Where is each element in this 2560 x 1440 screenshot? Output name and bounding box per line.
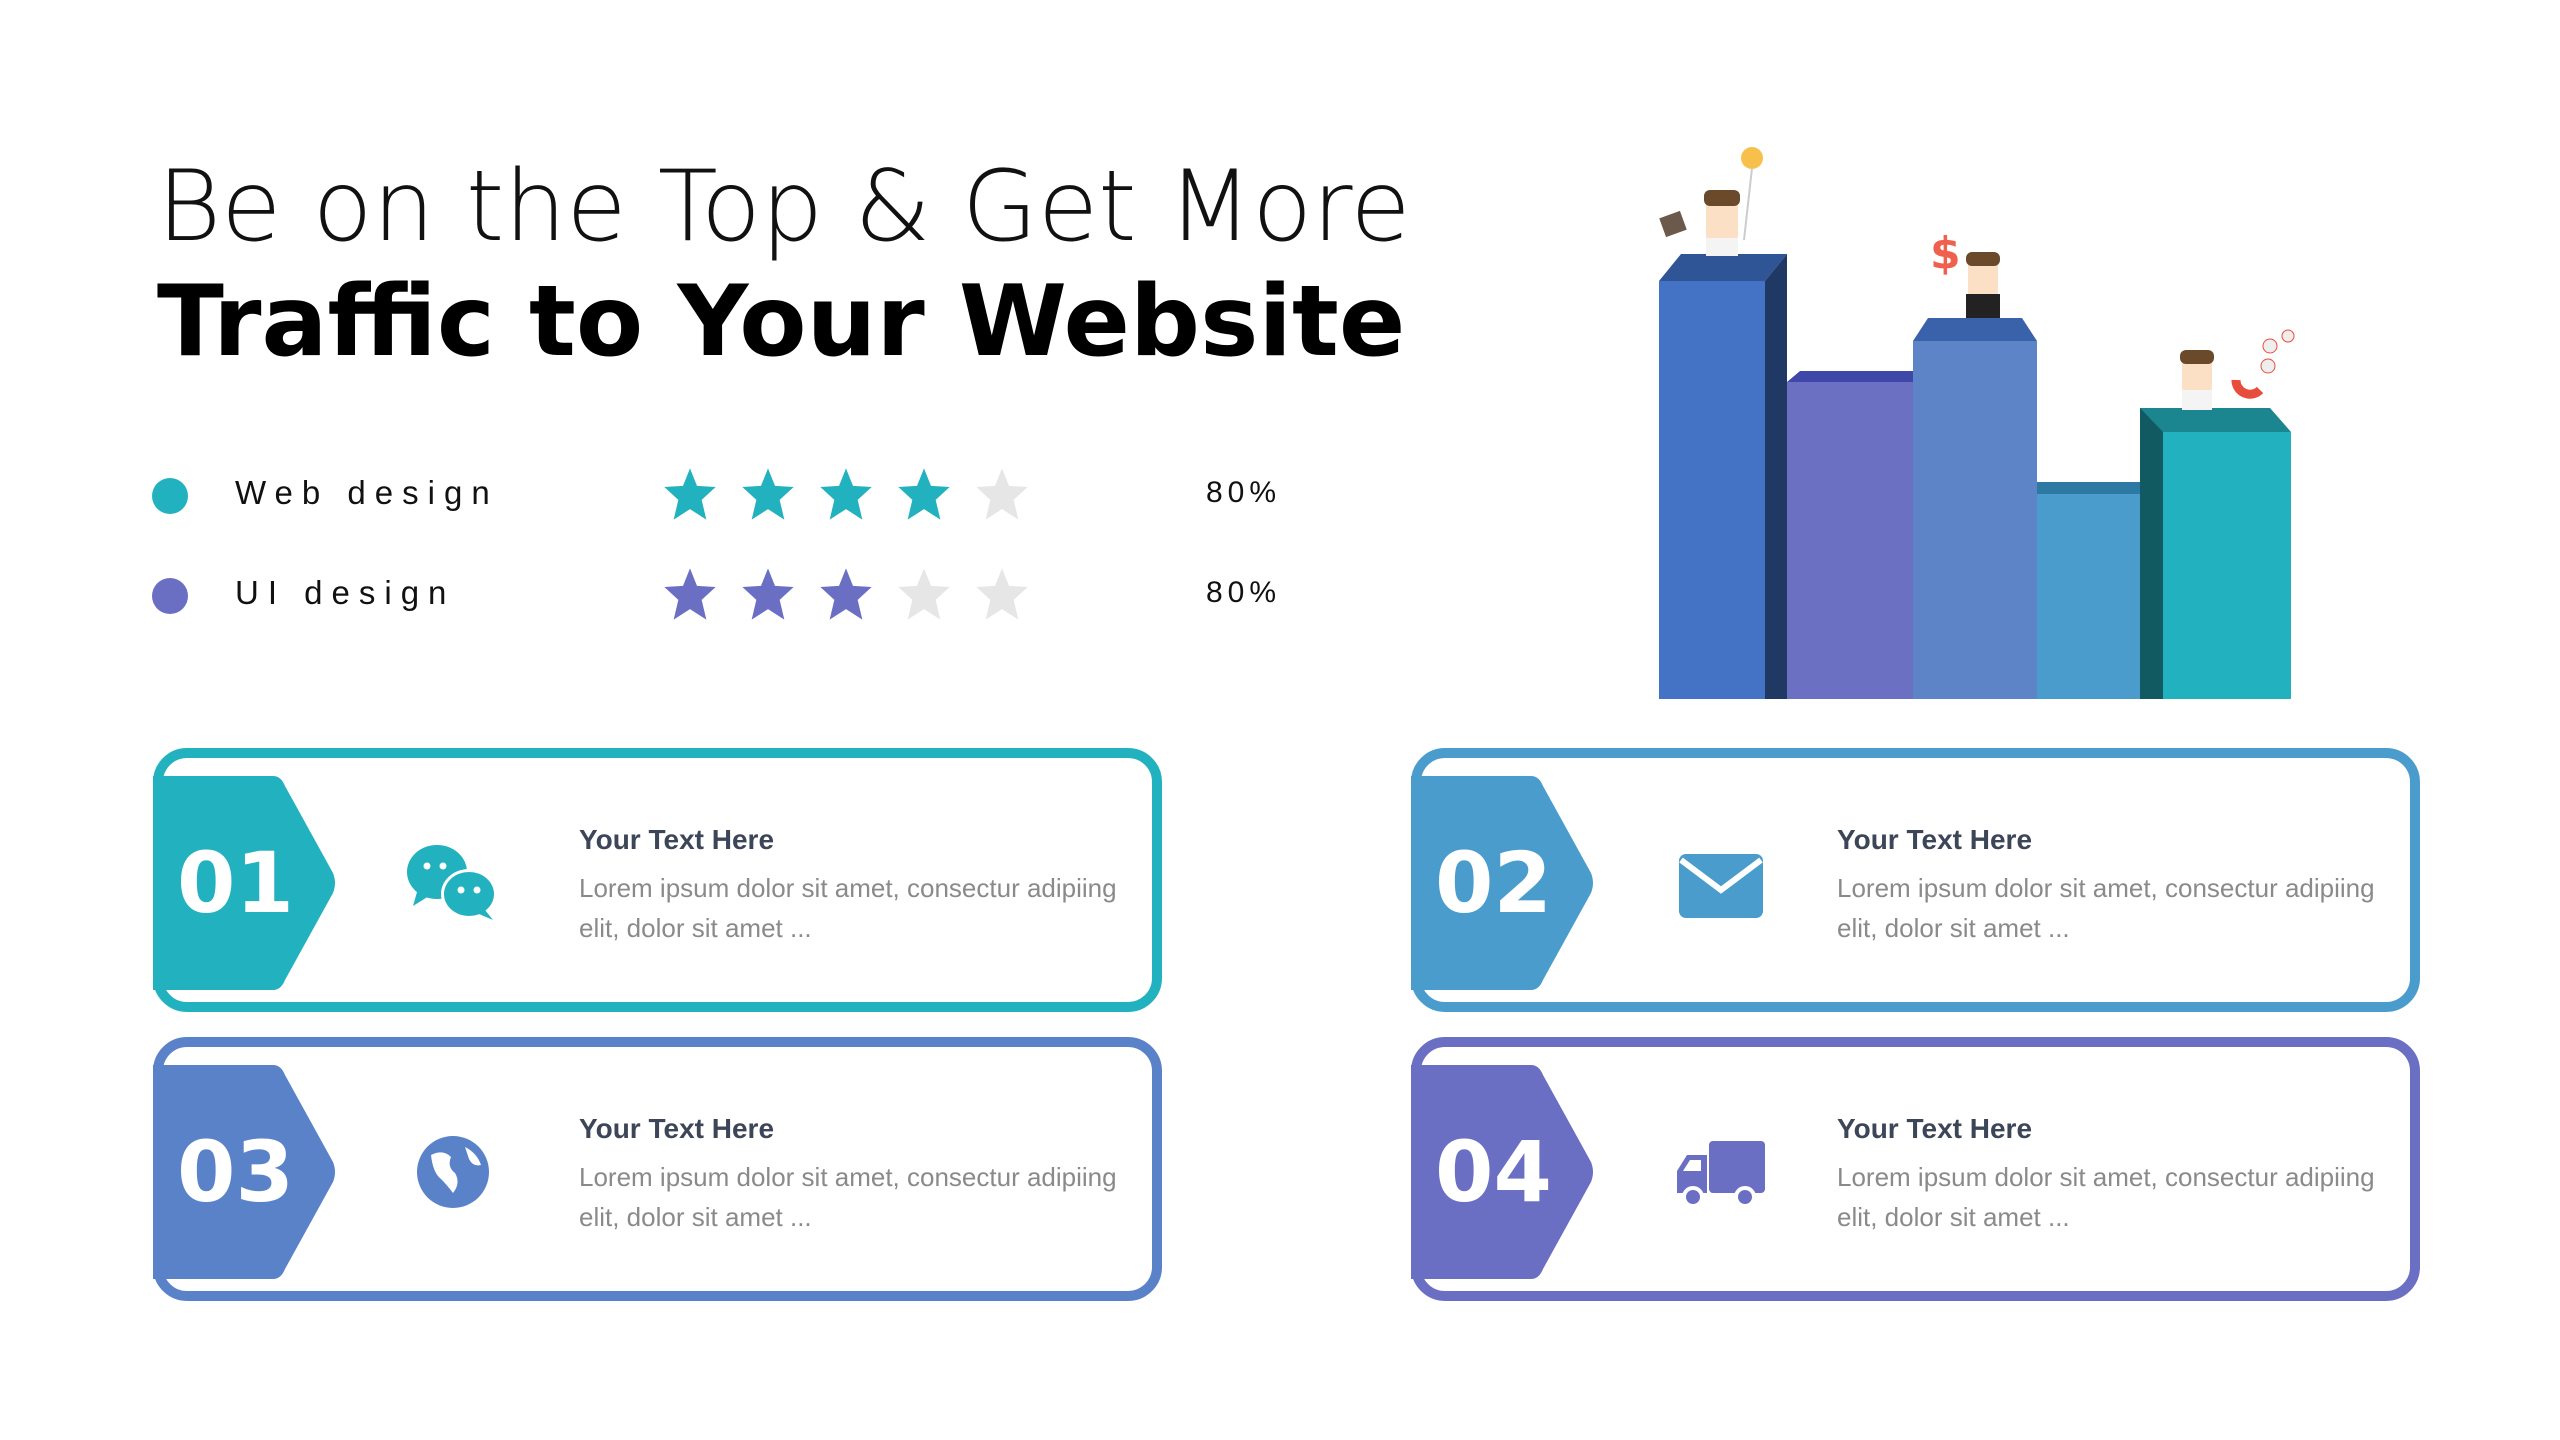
star-empty-icon [976,468,1028,520]
dollar-icon: $ [1930,228,1961,279]
globe-icon [417,1136,489,1208]
star-filled-icon [742,568,794,620]
businessman-figure [2180,329,2295,410]
star-rating [662,566,1030,622]
bar-illustration: $ [1659,147,2295,699]
rating-label: UI design [235,574,456,611]
businessman-figure [1659,147,1763,256]
bar-5-side [2140,408,2163,699]
card-heading: Your Text Here [1837,824,2033,855]
businessman-figure: $ [1930,228,2000,318]
feature-card-02: 02 Your Text Here Lorem ipsum dolor sit … [1411,748,2420,1012]
truck-icon [1677,1141,1765,1208]
legend-dot [152,478,188,514]
star-filled-icon [664,568,716,620]
star-filled-icon [664,468,716,520]
card-number: 02 [1435,834,1552,932]
bar-1 [1659,281,1765,699]
rating-row-ui-design: UI design 80% [152,566,1302,626]
bar-5 [2163,432,2291,699]
feature-card-03: 03 Your Text Here Lorem ipsum dolor sit … [153,1037,1162,1301]
card-body: Lorem ipsum dolor sit amet, consectur ad… [1837,873,2375,943]
bar-2-top [1787,371,1913,382]
card-number: 03 [177,1123,294,1221]
rating-percent: 80% [1206,576,1282,609]
star-filled-icon [898,468,950,520]
envelope-icon [1679,854,1763,918]
card-body: Lorem ipsum dolor sit amet, consectur ad… [579,873,1117,943]
legend-dot [152,578,188,614]
feature-card-01: 01 Your Text Here Lorem ipsum dolor sit … [153,748,1162,1012]
number-tab: 02 [1411,776,1601,990]
star-empty-icon [898,568,950,620]
number-tab: 01 [153,776,343,990]
star-rating [662,466,1030,522]
card-body: Lorem ipsum dolor sit amet, consectur ad… [1837,1162,2375,1232]
bar-1-top [1659,254,1787,281]
bar-4 [2037,494,2151,699]
rating-percent: 80% [1206,476,1282,509]
wechat-icon [407,845,497,920]
star-filled-icon [742,468,794,520]
card-heading: Your Text Here [1837,1113,2033,1144]
card-body: Lorem ipsum dolor sit amet, consectur ad… [579,1162,1117,1232]
title-line-1: Be on the Top & Get More [157,150,1411,264]
bar-4-top [2037,482,2151,494]
card-number: 01 [177,834,294,932]
feature-card-04: 04 Your Text Here Lorem ipsum dolor sit … [1411,1037,2420,1301]
bar-3 [1913,341,2037,699]
star-filled-icon [820,468,872,520]
card-heading: Your Text Here [579,1113,775,1144]
magnet-icon [2231,379,2264,399]
rating-row-web-design: Web design 80% [152,466,1302,526]
rating-label: Web design [235,474,499,511]
bar-1-side [1765,254,1787,699]
star-filled-icon [820,568,872,620]
number-tab: 04 [1411,1065,1601,1279]
bar-2 [1787,382,1913,699]
number-tab: 03 [153,1065,343,1279]
bar-3-top [1913,318,2037,341]
card-number: 04 [1435,1123,1552,1221]
bar-5-top [2140,408,2291,432]
card-heading: Your Text Here [579,824,775,855]
title-line-2: Traffic to Your Website [157,265,1406,379]
star-empty-icon [976,568,1028,620]
